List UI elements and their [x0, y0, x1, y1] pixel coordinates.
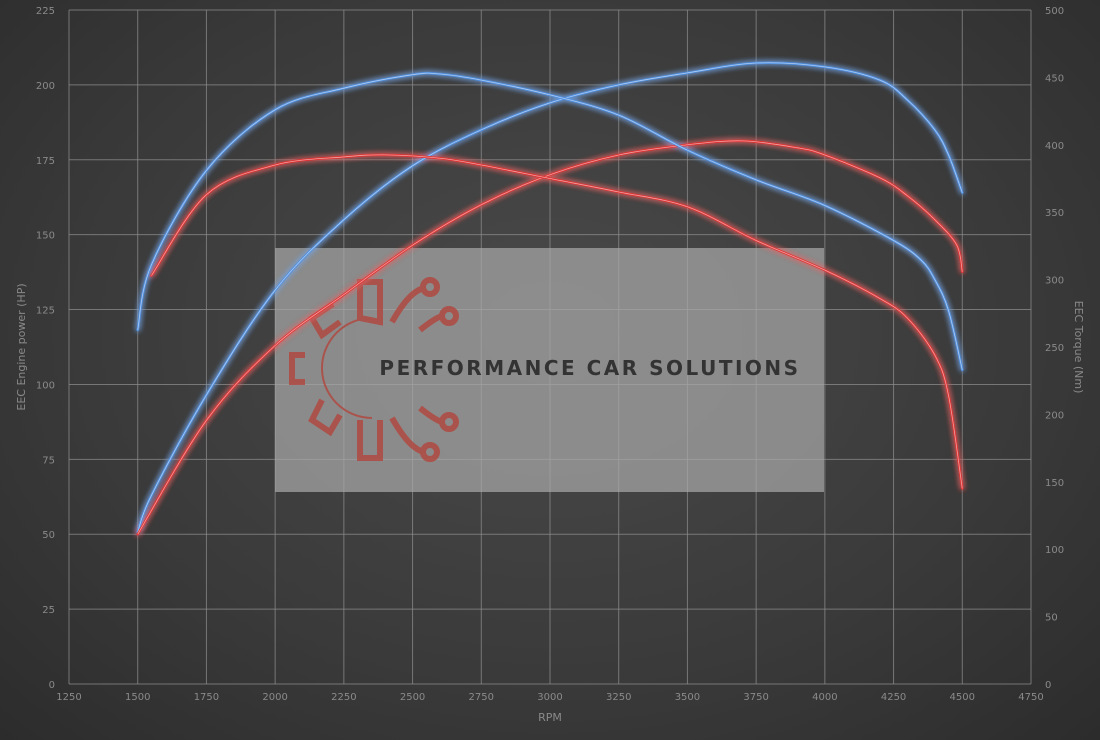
x-tick-label: 1750 — [194, 692, 219, 703]
watermark-logo: PERFORMANCE CAR SOLUTIONS — [275, 248, 824, 492]
x-tick-label: 4000 — [812, 692, 837, 703]
y2-tick-label: 500 — [1045, 6, 1064, 17]
x-tick-label: 1500 — [125, 692, 150, 703]
y-tick-label: 50 — [42, 530, 55, 541]
series-group — [136, 61, 964, 536]
x-axis-label: RPM — [538, 711, 562, 724]
x-tick-label: 3250 — [606, 692, 631, 703]
y-tick-label: 175 — [36, 156, 55, 167]
x-tick-label: 3750 — [743, 692, 768, 703]
x-tick-label: 2500 — [400, 692, 425, 703]
x-tick-label: 4500 — [950, 692, 975, 703]
y-tick-label: 25 — [42, 605, 55, 616]
x-tick-label: 3500 — [675, 692, 700, 703]
y-tick-label: 75 — [42, 455, 55, 466]
y2-tick-label: 350 — [1045, 208, 1064, 219]
y2-tick-label: 200 — [1045, 410, 1064, 421]
y-tick-label: 100 — [36, 380, 55, 391]
y-tick-label: 125 — [36, 306, 55, 317]
y-tick-label: 225 — [36, 6, 55, 17]
y2-tick-label: 0 — [1045, 680, 1051, 691]
series-highlight-1 — [137, 140, 963, 535]
y-tick-label: 0 — [49, 680, 55, 691]
series-highlight-2 — [137, 72, 963, 371]
y2-axis-label: EEC Torque (Nm) — [1072, 301, 1085, 394]
x-tick-label: 1250 — [56, 692, 81, 703]
svg-text:PERFORMANCE CAR SOLUTIONS: PERFORMANCE CAR SOLUTIONS — [379, 356, 800, 380]
y2-tick-label: 50 — [1045, 613, 1058, 624]
x-tick-label: 3000 — [537, 692, 562, 703]
gear-logo-icon — [289, 277, 459, 462]
y2-tick-label: 400 — [1045, 141, 1064, 152]
y2-tick-label: 100 — [1045, 545, 1064, 556]
x-tick-label: 2250 — [331, 692, 356, 703]
x-tick-label: 4250 — [881, 692, 906, 703]
y2-tick-label: 150 — [1045, 478, 1064, 489]
y-axis-label: EEC Engine power (HP) — [15, 283, 28, 410]
series-highlight-3 — [151, 154, 963, 489]
y-tick-label: 150 — [36, 231, 55, 242]
y2-tick-label: 450 — [1045, 73, 1064, 84]
x-tick-label: 4750 — [1018, 692, 1043, 703]
x-tick-label: 2750 — [469, 692, 494, 703]
tick-labels: 1250 1500 1750 2000 2250 2500 2750 3000 3250 3500… — [36, 6, 1064, 703]
series-highlight-0 — [137, 62, 963, 533]
x-tick-label: 2000 — [262, 692, 287, 703]
y2-tick-label: 250 — [1045, 343, 1064, 354]
grid — [68, 9, 1032, 685]
y2-tick-label: 300 — [1045, 276, 1064, 287]
y-tick-label: 200 — [36, 81, 55, 92]
